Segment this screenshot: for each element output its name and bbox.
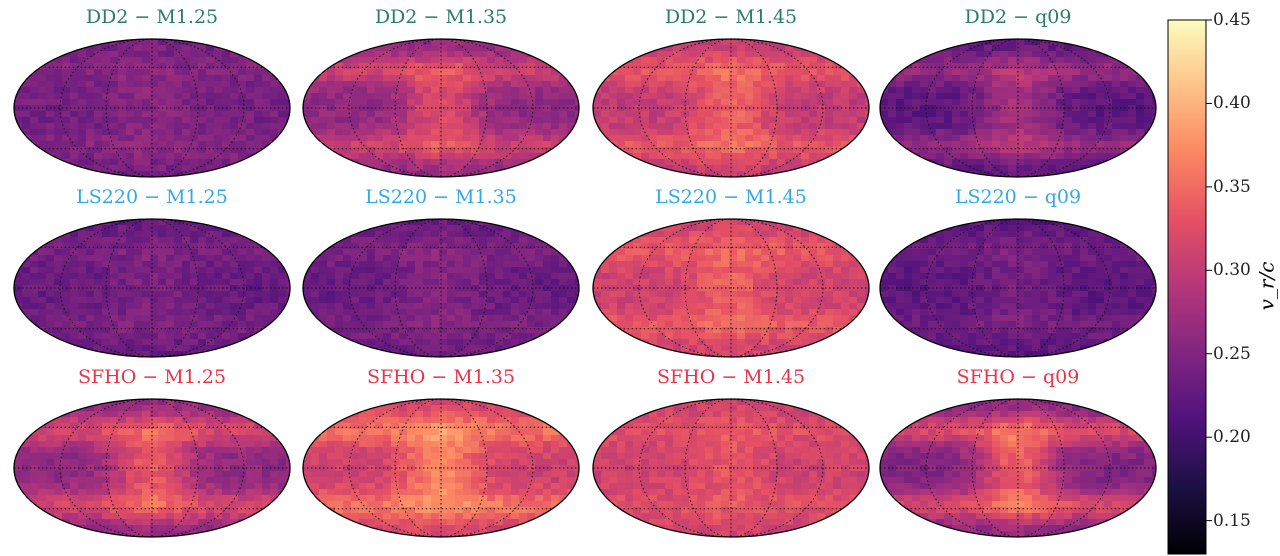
colorbar-gradient	[1167, 19, 1207, 555]
colorbar-tick-label: 0.20	[1213, 427, 1251, 448]
panel-title: SFHO − M1.45	[656, 366, 806, 388]
sky-map	[592, 38, 870, 178]
map-outline	[13, 218, 291, 358]
sky-map	[879, 218, 1157, 358]
colorbar	[1167, 19, 1212, 555]
panel-title: LS220 − M1.45	[655, 186, 807, 208]
panel-title: DD2 − M1.25	[85, 6, 219, 28]
panel-title: LS220 − M1.35	[365, 186, 517, 208]
map-outline	[592, 38, 870, 178]
map-outline	[302, 38, 580, 178]
map-outline	[302, 398, 580, 538]
map-outline	[879, 398, 1157, 538]
colorbar-tick-label: 0.40	[1213, 93, 1251, 114]
sky-map	[592, 398, 870, 538]
panel-title: SFHO − M1.25	[77, 366, 227, 388]
panel-title: SFHO − M1.35	[366, 366, 516, 388]
panel-title: LS220 − q09	[954, 186, 1082, 208]
colorbar-tick-label: 0.35	[1213, 176, 1251, 197]
panel-title: SFHO − q09	[956, 366, 1080, 388]
sky-map	[302, 38, 580, 178]
map-outline	[302, 218, 580, 358]
panel-title: DD2 − M1.45	[664, 6, 798, 28]
colorbar-label: v_r/c	[1254, 261, 1279, 311]
sky-map	[302, 218, 580, 358]
map-outline	[879, 218, 1157, 358]
map-outline	[592, 218, 870, 358]
map-outline	[13, 38, 291, 178]
panel-title: DD2 − M1.35	[374, 6, 508, 28]
colorbar-tick-label: 0.30	[1213, 260, 1251, 281]
colorbar-tick-label: 0.45	[1213, 10, 1251, 30]
map-outline	[592, 398, 870, 538]
sky-map	[13, 38, 291, 178]
colorbar-tick-label: 0.25	[1213, 343, 1251, 364]
map-outline	[13, 398, 291, 538]
sky-map	[13, 398, 291, 538]
panel-title: DD2 − q09	[964, 6, 1072, 28]
colorbar-tick-label: 0.15	[1213, 510, 1251, 531]
panel-title: LS220 − M1.25	[76, 186, 228, 208]
sky-map	[879, 38, 1157, 178]
sky-map	[13, 218, 291, 358]
sky-map	[302, 398, 580, 538]
sky-map	[879, 398, 1157, 538]
map-outline	[879, 38, 1157, 178]
sky-map	[592, 218, 870, 358]
